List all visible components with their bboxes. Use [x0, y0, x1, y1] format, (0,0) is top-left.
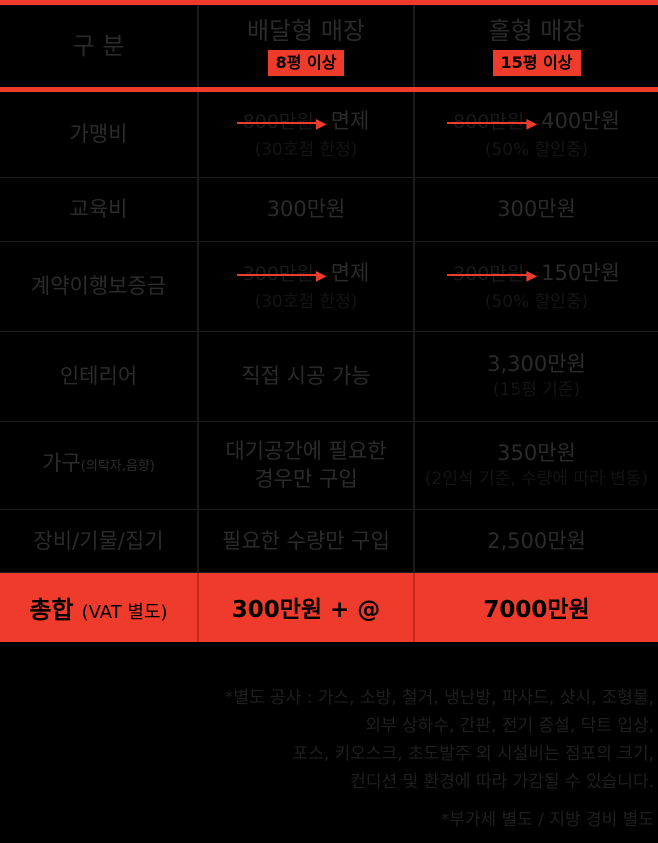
header-delivery-title: 배달형 매장	[246, 16, 366, 45]
header-hall-badge: 15평 이상	[492, 49, 581, 76]
row-label-education-fee: 교육비	[0, 177, 198, 242]
old-price: 300만원	[242, 262, 314, 285]
interior-hall-value: 3,300만원	[487, 352, 586, 376]
table-row: 장비/기물/집기 필요한 수량만 구입 2,500만원	[0, 509, 658, 573]
note-line: *별도 공사 : 가스, 소방, 철거, 냉난방, 파사드, 샷시, 조형물,	[224, 688, 654, 708]
table-row: 인테리어 직접 시공 가능 3,300만원 (15평 기준)	[0, 331, 658, 422]
header-category-cell: 구 분	[0, 5, 198, 92]
education-fee-delivery: 300만원	[197, 177, 414, 242]
total-hall: 7000만원	[413, 572, 658, 642]
furniture-label-sub: (의탁자,음향)	[80, 459, 155, 474]
row-label-deposit: 계약이행보증금	[0, 241, 198, 332]
table-row: 가구(의탁자,음향) 대기공간에 필요한 경우만 구입 350만원 (2인석 기…	[0, 421, 658, 510]
header-delivery-badge: 8평 이상	[267, 49, 345, 76]
deposit-hall: 300만원 ▶ 150만원 (50% 할인중)	[413, 241, 658, 332]
total-delivery: 300만원 + @	[197, 572, 414, 642]
price-note: (50% 할인중)	[484, 291, 589, 312]
table-row: 교육비 300만원 300만원	[0, 177, 658, 242]
deposit-delivery: 300만원 ▶ 면제 (30호점 한정)	[197, 241, 414, 332]
price-note: (50% 할인중)	[484, 139, 589, 160]
furniture-delivery-line1: 대기공간에 필요한	[225, 439, 387, 463]
footnotes: *별도 공사 : 가스, 소방, 철거, 냉난방, 파사드, 샷시, 조형물, …	[225, 684, 654, 834]
furniture-hall: 350만원 (2인석 기준, 수량에 따라 변동)	[413, 421, 658, 510]
furniture-label: 가구	[42, 451, 81, 475]
price-note: (30호점 한정)	[254, 139, 358, 160]
note-line: 컨디션 및 환경에 따라 가감될 수 있습니다.	[350, 772, 654, 792]
total-label: 총합	[29, 595, 74, 624]
total-label-sub: (VAT 별도)	[81, 601, 168, 623]
table-row: 가맹비 800만원 ▶ 면제 (30호점 한정) 800만원 ▶ 400만원 (50% …	[0, 89, 658, 178]
education-fee-hall: 300만원	[413, 177, 658, 242]
header-hall-cell: 홀형 매장 15평 이상	[413, 5, 658, 92]
new-price: 면제	[330, 108, 370, 133]
header-category: 구 분	[72, 31, 125, 60]
interior-hall: 3,300만원 (15평 기준)	[413, 331, 658, 422]
row-label-franchise-fee: 가맹비	[0, 89, 198, 178]
new-price: 면제	[330, 260, 370, 285]
table-header-row: 구 분 배달형 매장 8평 이상 홀형 매장 15평 이상	[0, 5, 658, 92]
row-label-equipment: 장비/기물/집기	[0, 509, 198, 573]
top-accent-line	[0, 0, 658, 5]
note-vat: *부가세 별도 / 지방 경비 별도	[440, 810, 654, 830]
old-price: 800만원	[453, 110, 525, 133]
price-note: (2인석 기준, 수량에 따라 변동)	[424, 469, 649, 489]
header-delivery-cell: 배달형 매장 8평 이상	[197, 5, 414, 92]
equipment-hall: 2,500만원	[413, 509, 658, 573]
new-price: 150만원	[541, 260, 620, 285]
interior-delivery: 직접 시공 가능	[197, 331, 414, 422]
franchise-fee-hall: 800만원 ▶ 400만원 (50% 할인중)	[413, 89, 658, 178]
price-note: (15평 기준)	[492, 380, 581, 400]
furniture-delivery: 대기공간에 필요한 경우만 구입	[197, 421, 414, 510]
row-label-furniture: 가구(의탁자,음향)	[0, 421, 198, 510]
row-label-interior: 인테리어	[0, 331, 198, 422]
franchise-fee-delivery: 800만원 ▶ 면제 (30호점 한정)	[197, 89, 414, 178]
new-price: 400만원	[541, 108, 620, 133]
furniture-delivery-line2: 경우만 구입	[254, 467, 358, 491]
total-label-cell: 총합 (VAT 별도)	[0, 572, 198, 642]
note-line: 포스, 키오스크, 초도발주 외 시설비는 점포의 크기,	[292, 744, 654, 764]
price-note: (30호점 한정)	[254, 291, 358, 312]
cost-comparison-table: 구 분 배달형 매장 8평 이상 홀형 매장 15평 이상 가맹비 800만원 ▶…	[0, 5, 658, 642]
total-row: 총합 (VAT 별도) 300만원 + @ 7000만원	[0, 572, 658, 642]
old-price: 800만원	[242, 110, 314, 133]
old-price: 300만원	[453, 262, 525, 285]
furniture-hall-value: 350만원	[497, 441, 576, 465]
header-hall-title: 홀형 매장	[488, 16, 585, 45]
table-row: 계약이행보증금 300만원 ▶ 면제 (30호점 한정) 300만원 ▶ 150만원 (…	[0, 241, 658, 332]
note-line: 외부 상하수, 간판, 전기 증설, 닥트 입상,	[365, 716, 654, 736]
equipment-delivery: 필요한 수량만 구입	[197, 509, 414, 573]
